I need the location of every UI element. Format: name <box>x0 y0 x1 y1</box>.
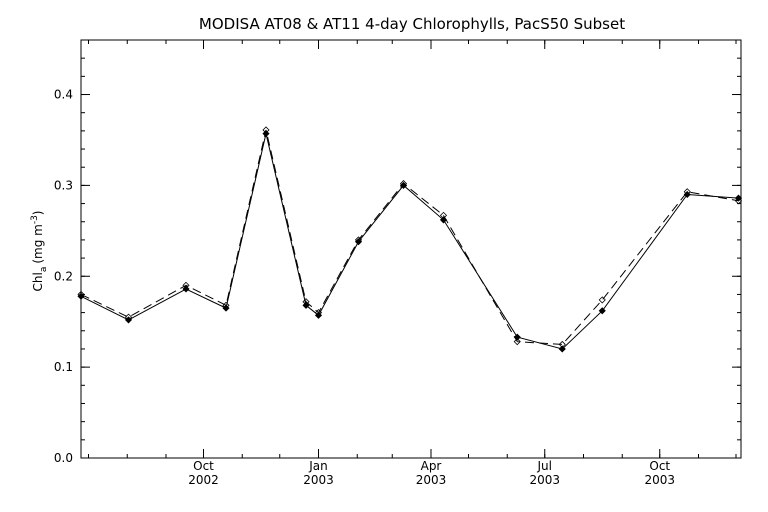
x-tick-label-month: Oct <box>193 459 214 473</box>
y-axis-label-sub: a <box>39 267 49 273</box>
data-point-dashed <box>124 313 133 321</box>
data-point-dashed <box>734 197 743 205</box>
y-axis-label-main: Chl <box>31 272 45 291</box>
y-axis: 0.0 0.1 0.2 0.3 0.4 <box>54 88 741 465</box>
data-point-dashed <box>222 301 230 309</box>
data-point-dashed <box>302 298 310 306</box>
x-tick-label-year: 2003 <box>529 473 560 487</box>
data-point-dashed <box>399 180 408 188</box>
series-line-solid <box>80 133 739 350</box>
y-tick-label: 0.4 <box>54 88 73 102</box>
chart-title: MODISA AT08 & AT11 4-day Chlorophylls, P… <box>199 15 625 33</box>
data-point-dashed <box>354 236 363 244</box>
data-point-dashed <box>262 126 270 134</box>
x-tick-label-month: Oct <box>649 459 670 473</box>
data-point-dashed <box>314 309 323 317</box>
x-tick-label-month: Jul <box>537 459 552 473</box>
data-point-solid <box>302 301 310 309</box>
y-axis-label-close: ) <box>31 210 45 215</box>
y-tick-label: 0.2 <box>54 269 73 283</box>
data-point-dashed <box>513 338 521 346</box>
y-axis-label: Chla (mg m-3) <box>30 210 49 291</box>
data-point-solid <box>558 345 566 353</box>
x-tick-label-year: 2002 <box>188 473 219 487</box>
data-point-solid <box>598 307 606 315</box>
series-line-dashed <box>80 129 739 345</box>
series-layer <box>77 126 743 353</box>
y-axis-label-unit: (mg m <box>31 224 45 264</box>
data-point-solid <box>262 130 270 138</box>
y-tick-label: 0.0 <box>54 451 73 465</box>
data-point-dashed <box>182 281 190 289</box>
data-point-dashed <box>598 296 606 304</box>
y-tick-label: 0.3 <box>54 178 73 192</box>
y-tick-label: 0.1 <box>54 360 73 374</box>
x-tick-label-year: 2003 <box>303 473 334 487</box>
y-axis-label-sup: -3 <box>30 215 40 224</box>
x-tick-label-month: Apr <box>421 459 442 473</box>
data-point-dashed <box>77 290 85 299</box>
data-point-dashed <box>683 188 691 196</box>
x-tick-label-year: 2003 <box>644 473 675 487</box>
data-point-dashed <box>558 340 566 348</box>
x-tick-label-month: Jan <box>308 459 328 473</box>
data-point-dashed <box>439 211 448 219</box>
data-point-solid <box>182 285 190 293</box>
x-tick-label-year: 2003 <box>416 473 447 487</box>
plot-frame <box>80 39 742 459</box>
